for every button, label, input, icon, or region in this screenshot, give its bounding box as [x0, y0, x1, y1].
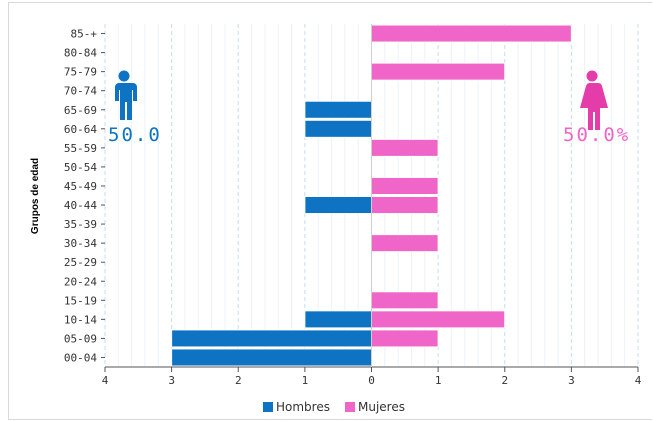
bar-hombres-00-04[interactable] [171, 348, 372, 367]
y-tick-label: 00-04 [64, 351, 97, 364]
x-tick-label: 4 [102, 374, 109, 387]
male-person-icon [115, 70, 137, 120]
bar-mujeres-85-+[interactable] [371, 24, 572, 43]
y-tick-label: 30-34 [64, 237, 97, 250]
y-tick-label: 35-39 [64, 218, 97, 231]
bar-mujeres-30-34[interactable] [371, 234, 439, 253]
y-tick-label: 50-54 [64, 161, 97, 174]
male-percent: 50.0 [108, 124, 162, 146]
bar-hombres-60-64[interactable] [304, 119, 372, 138]
x-tick-label: 3 [168, 374, 175, 387]
bar-mujeres-10-14[interactable] [371, 310, 506, 329]
y-tick-label: 75-79 [64, 66, 97, 79]
legend-label-mujeres: Mujeres [358, 400, 405, 414]
x-tick-label: 3 [568, 374, 575, 387]
legend-label-hombres: Hombres [276, 400, 330, 414]
y-tick-label: 45-49 [64, 180, 97, 193]
x-tick-label: 2 [235, 374, 242, 387]
bar-hombres-65-69[interactable] [304, 100, 372, 119]
bar-mujeres-75-79[interactable] [371, 62, 506, 81]
bar-mujeres-15-19[interactable] [371, 291, 439, 310]
y-tick-label: 80-84 [64, 47, 97, 60]
bar-hombres-05-09[interactable] [171, 329, 372, 348]
x-tick-label: 4 [635, 374, 642, 387]
y-tick-label: 25-29 [64, 256, 97, 269]
y-tick-label: 20-24 [64, 275, 97, 288]
x-tick-label: 0 [368, 374, 375, 387]
bar-hombres-10-14[interactable] [304, 310, 372, 329]
x-tick-labels: 4 3 2 1 0 1 2 3 4 [102, 367, 642, 387]
y-tick-label: 05-09 [64, 332, 97, 345]
y-tick-labels: 85-+ 80-84 75-79 70-74 65-69 60-64 55-59 50-54 4… [64, 28, 105, 364]
y-tick-label: 65-69 [64, 104, 97, 117]
bar-hombres-40-44[interactable] [304, 196, 372, 215]
legend-swatch-hombres [263, 402, 273, 412]
y-tick-label: 40-44 [64, 199, 97, 212]
bars-group [171, 24, 572, 367]
y-tick-label: 85-+ [71, 28, 98, 41]
y-axis-label: Grupos de edad [30, 158, 41, 234]
y-tick-label: 10-14 [64, 313, 97, 326]
x-tick-label: 1 [302, 374, 309, 387]
y-tick-label: 70-74 [64, 85, 97, 98]
legend: Hombres Mujeres [263, 400, 405, 414]
y-tick-label: 15-19 [64, 294, 97, 307]
y-tick-label: 60-64 [64, 123, 97, 136]
frame-border [8, 2, 652, 420]
bar-mujeres-40-44[interactable] [371, 196, 439, 215]
female-percent: 50.0% [563, 124, 630, 146]
female-person-icon [580, 70, 608, 130]
x-tick-label: 1 [435, 374, 442, 387]
x-tick-label: 2 [501, 374, 508, 387]
bar-mujeres-55-59[interactable] [371, 138, 439, 157]
bar-mujeres-45-49[interactable] [371, 176, 439, 195]
legend-swatch-mujeres [345, 402, 355, 412]
y-tick-label: 55-59 [64, 142, 97, 155]
bar-mujeres-05-09[interactable] [371, 329, 439, 348]
